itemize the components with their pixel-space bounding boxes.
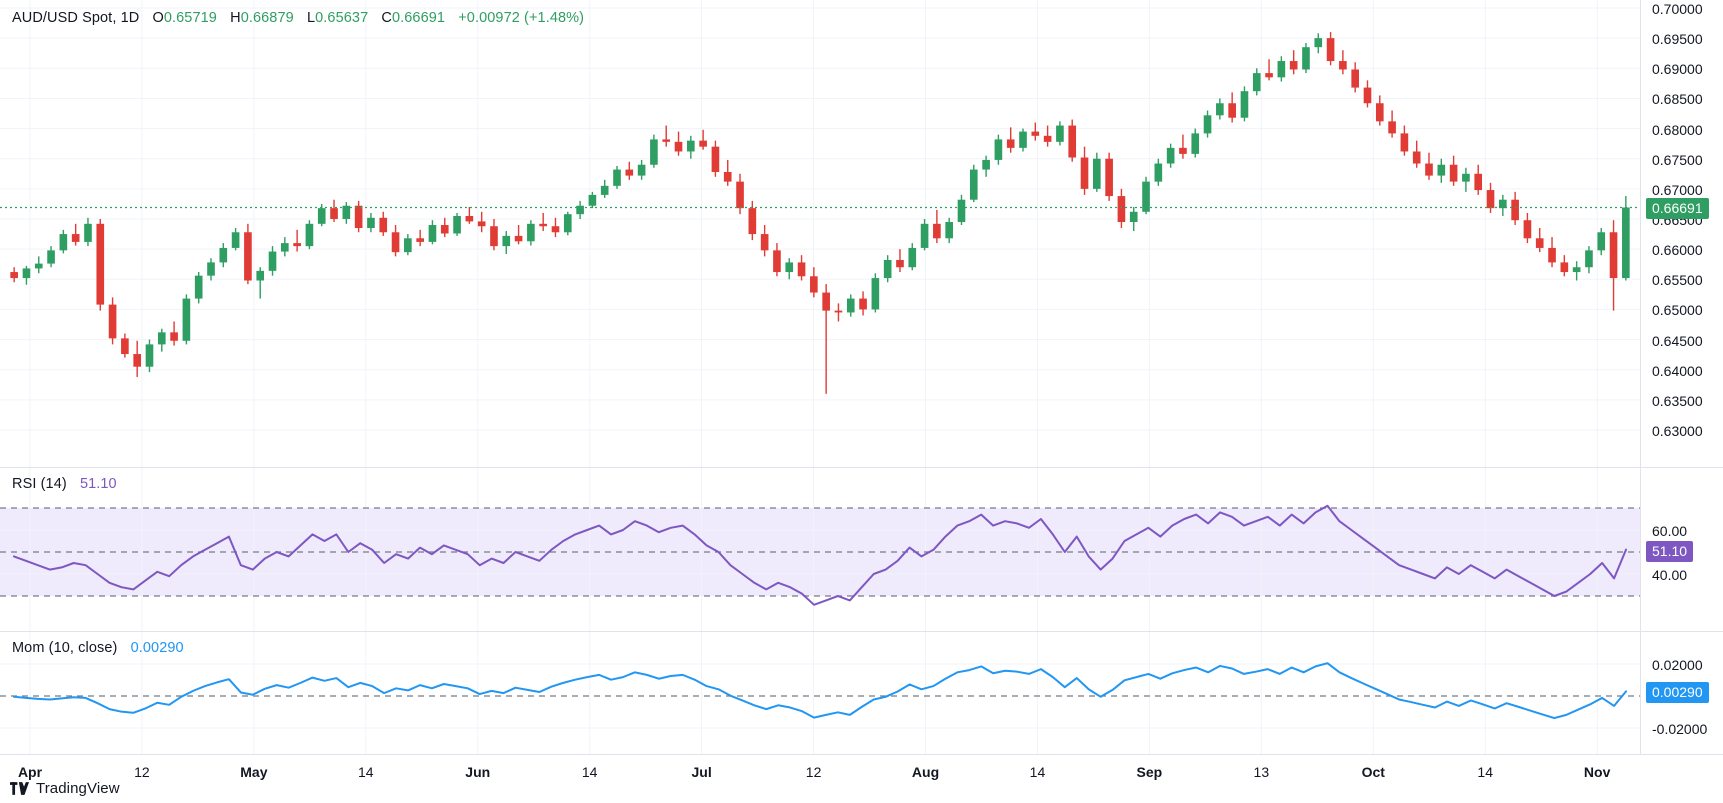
time-axis-month-label: Jul: [691, 764, 712, 780]
rsi-pane: RSI (14) 51.10: [0, 468, 1723, 631]
price-axis-label: 0.68500: [1652, 91, 1703, 108]
price-axis-divider: [1640, 0, 1641, 754]
time-axis-month-label: Oct: [1361, 764, 1385, 780]
time-axis-month-label: Sep: [1136, 764, 1163, 780]
low-key: L: [306, 10, 316, 26]
price-pane: [0, 0, 1640, 467]
pane-separator-rsi-mom: [0, 631, 1723, 632]
price-plot[interactable]: [0, 0, 1640, 467]
time-axis-day-label: 12: [134, 764, 150, 780]
tradingview-logo[interactable]: TradingView: [10, 780, 120, 797]
pane-separator-price-rsi: [0, 467, 1723, 468]
time-axis-month-label: Jun: [465, 764, 491, 780]
time-axis[interactable]: Apr 12 May 14 Jun 14 Jul 12 Aug 14 Sep 13 Oct 14 Nov: [0, 754, 1723, 786]
price-axis-label: 0.69500: [1652, 31, 1703, 48]
momentum-plot[interactable]: [0, 632, 1640, 754]
rsi-legend-value: 51.10: [79, 476, 117, 492]
chart-legend: AUD/USD Spot, 1D O0.65719 H0.66879 L0.65…: [12, 10, 584, 26]
momentum-value-badge: 0.00290: [1646, 682, 1709, 704]
rsi-legend: RSI (14) 51.10: [12, 476, 117, 492]
close-value: 0.66691: [391, 10, 446, 26]
price-axis-label: 0.63500: [1652, 392, 1703, 409]
price-axis-label: 0.64500: [1652, 332, 1703, 349]
momentum-pane: Mom (10, close) 0.00290: [0, 632, 1723, 754]
rsi-axis-label: 60.00: [1652, 523, 1688, 539]
momentum-axis[interactable]: 0.02000 -0.02000 0.00290: [1640, 632, 1723, 754]
time-axis-month-label: Apr: [17, 764, 43, 780]
price-axis[interactable]: 0.70000 0.69500 0.69000 0.68500 0.68000 0.675…: [1640, 0, 1723, 467]
time-axis-day-label: 14: [1029, 764, 1046, 780]
price-axis-label: 0.70000: [1652, 1, 1703, 17]
open-key: O: [152, 10, 164, 26]
price-axis-label: 0.65000: [1652, 302, 1703, 319]
rsi-axis[interactable]: 60.00 40.00 51.10: [1640, 468, 1723, 631]
price-axis-label: 0.63000: [1652, 423, 1703, 439]
change-value: +0.00972 (+1.48%): [458, 10, 585, 26]
rsi-axis-label: 40.00: [1652, 567, 1688, 583]
time-axis-day-label: 13: [1253, 764, 1270, 780]
price-axis-label: 0.68000: [1652, 121, 1703, 138]
last-price-badge: 0.66691: [1646, 198, 1709, 220]
price-axis-label: 0.64000: [1652, 362, 1703, 379]
high-key: H: [230, 10, 241, 26]
high-value: 0.66879: [240, 10, 294, 26]
low-value: 0.65637: [315, 10, 369, 26]
price-axis-label: 0.69000: [1652, 61, 1703, 78]
tradingview-brand-label: TradingView: [36, 780, 120, 797]
momentum-axis-label: -0.02000: [1652, 721, 1708, 737]
open-value: 0.65719: [163, 10, 217, 26]
time-axis-day-label: 14: [358, 764, 374, 780]
momentum-legend-label[interactable]: Mom (10, close): [12, 640, 118, 656]
tradingview-mark-icon: [10, 782, 29, 795]
price-axis-label: 0.66000: [1652, 242, 1703, 259]
time-axis-day-label: 14: [581, 764, 598, 780]
rsi-plot[interactable]: [0, 468, 1640, 631]
time-axis-month-label: Aug: [911, 764, 940, 780]
price-axis-label: 0.67500: [1652, 151, 1703, 168]
time-axis-month-label: Nov: [1583, 764, 1611, 780]
close-key: C: [381, 10, 392, 26]
symbol-label[interactable]: AUD/USD Spot, 1D: [12, 10, 140, 26]
momentum-axis-label: 0.02000: [1652, 657, 1703, 673]
price-axis-label: 0.67000: [1652, 181, 1703, 198]
time-axis-month-label: May: [240, 764, 268, 780]
time-axis-day-label: 14: [1477, 764, 1494, 780]
price-axis-label: 0.65500: [1652, 272, 1703, 289]
rsi-value-badge: 51.10: [1646, 540, 1694, 562]
momentum-legend: Mom (10, close) 0.00290: [12, 640, 184, 656]
rsi-legend-label[interactable]: RSI (14): [12, 476, 67, 492]
time-axis-day-label: 12: [805, 764, 822, 780]
momentum-legend-value: 0.00290: [130, 640, 184, 656]
